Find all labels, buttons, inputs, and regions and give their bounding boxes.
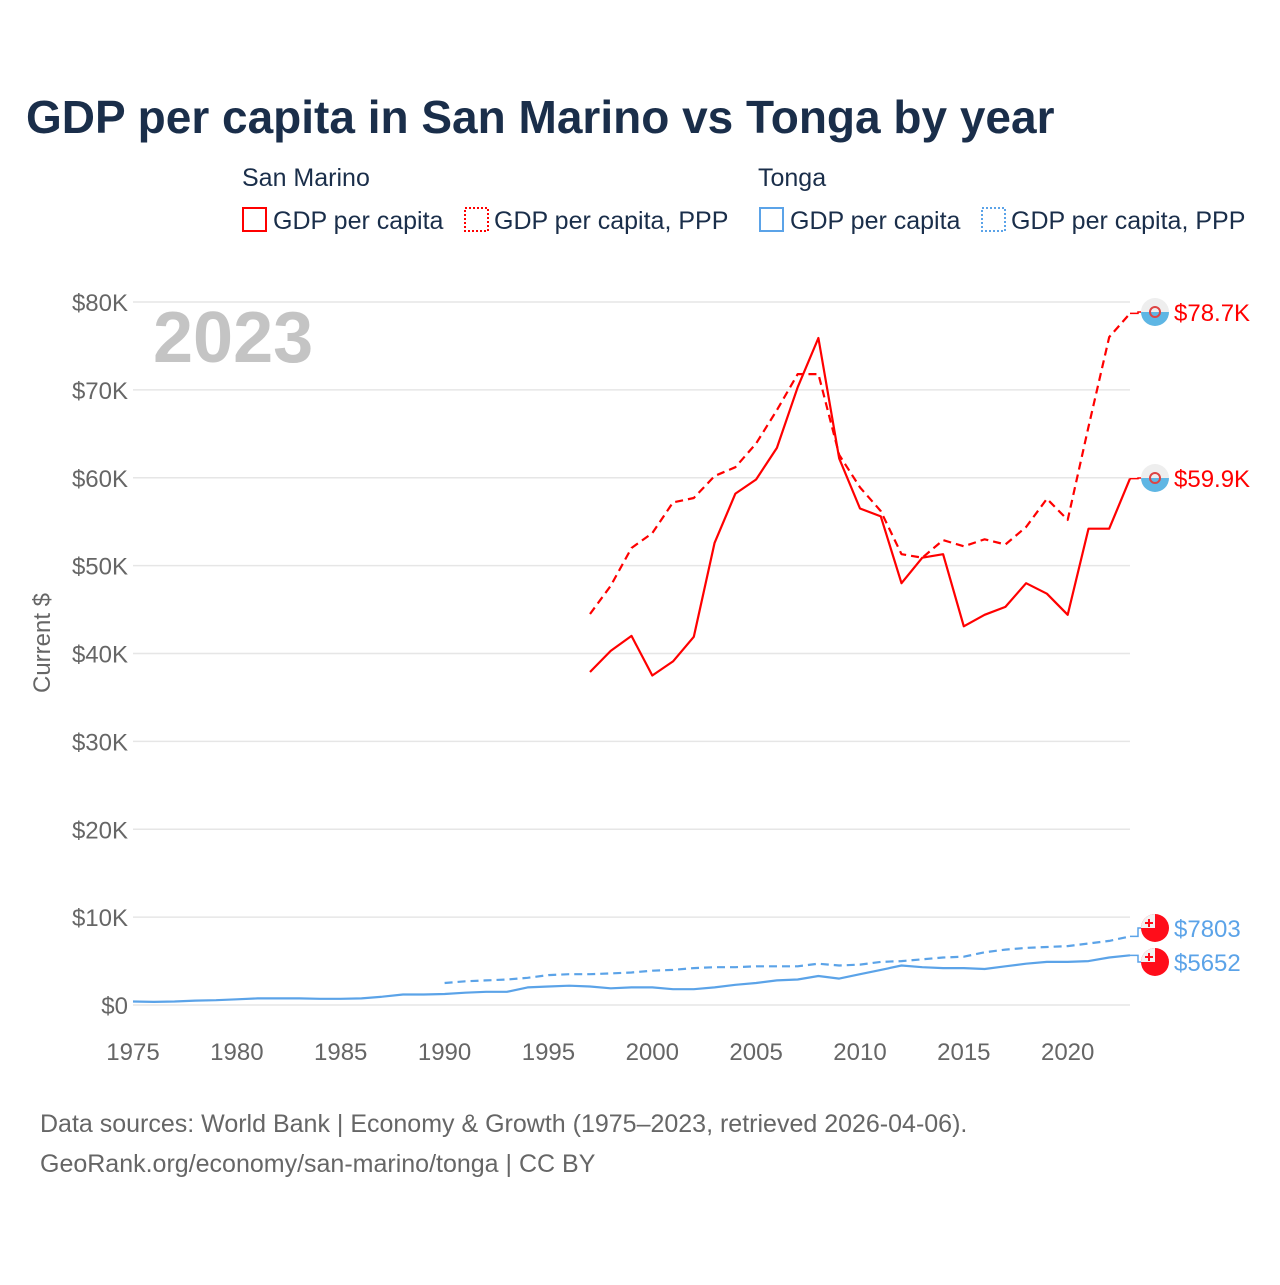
legend-group-title: Tonga [758,164,826,192]
x-tick-label: 2020 [1041,1039,1094,1066]
end-value-label: $5652 [1174,950,1241,977]
x-tick-label: 1990 [418,1039,471,1066]
series-line-tonga-gdp-per-capita-ppp [444,935,1131,985]
legend-swatch-solid[interactable] [759,207,784,232]
flag-emblem [1149,306,1161,318]
tonga-flag-icon [1141,948,1169,976]
end-connector [1130,954,1142,963]
end-value-label: $78.7K [1174,300,1250,327]
flag-cross [1145,953,1153,961]
grid [133,301,1130,1006]
series-line-san-marino-gdp-per-capita-ppp [589,312,1131,615]
series-lines [132,312,1132,1004]
x-tick-label: 2000 [626,1039,679,1066]
x-tick-label: 1985 [314,1039,367,1066]
series-line-san-marino-gdp-per-capita [589,336,1132,677]
legend-label[interactable]: GDP per capita [273,207,444,235]
x-tick-label: 2015 [937,1039,990,1066]
legend-swatch-dashed[interactable] [464,207,489,232]
y-tick-label: $10K [72,905,128,932]
end-value-label: $59.9K [1174,466,1250,493]
legend: San Marino GDP per capita GDP per capita… [242,164,1245,235]
series-line-tonga-gdp-per-capita [132,954,1131,1004]
y-tick-label: $0 [101,993,128,1020]
flag-emblem [1149,472,1161,484]
x-tick-label: 1975 [106,1039,159,1066]
flag-bottom [1141,478,1169,492]
flag-cross [1145,919,1153,927]
tonga-flag-icon [1141,914,1169,942]
y-tick-label: $50K [72,554,128,581]
legend-label[interactable]: GDP per capita, PPP [1011,207,1245,235]
san-marino-flag-icon [1141,464,1169,492]
y-tick-label: $30K [72,729,128,756]
y-axis: $0 $10K $20K $30K $40K $50K $60K $70K $80K [72,290,128,1020]
end-connector [1130,311,1142,315]
legend-swatch-dashed[interactable] [981,207,1006,232]
x-axis: 1975 1980 1985 1990 1995 2000 2005 2010 2015 2020 [106,1039,1094,1066]
end-connector [1130,927,1142,938]
x-tick-label: 1980 [210,1039,263,1066]
end-labels: $59.9K $78.7K $5652 $7803 [1130,298,1250,977]
year-watermark: 2023 [153,298,313,378]
legend-label[interactable]: GDP per capita, PPP [494,207,728,235]
end-connector [1130,477,1142,480]
san-marino-flag-icon [1141,298,1169,326]
x-tick-label: 1995 [522,1039,575,1066]
footer-source: Data sources: World Bank | Economy & Gro… [40,1110,967,1138]
y-tick-label: $60K [72,466,128,493]
x-tick-label: 2005 [729,1039,782,1066]
y-tick-label: $80K [72,290,128,317]
chart-title: GDP per capita in San Marino vs Tonga by… [26,91,1055,143]
legend-swatch-solid[interactable] [242,207,267,232]
legend-label[interactable]: GDP per capita [790,207,961,235]
legend-group-title: San Marino [242,164,370,192]
footer-link[interactable]: GeoRank.org/economy/san-marino/tonga | C… [40,1150,596,1178]
x-tick-label: 2010 [833,1039,886,1066]
y-tick-label: $40K [72,642,128,669]
y-axis-label: Current $ [29,593,56,693]
end-value-label: $7803 [1174,916,1241,943]
y-tick-label: $20K [72,817,128,844]
flag-bottom [1141,312,1169,326]
y-tick-label: $70K [72,378,128,405]
